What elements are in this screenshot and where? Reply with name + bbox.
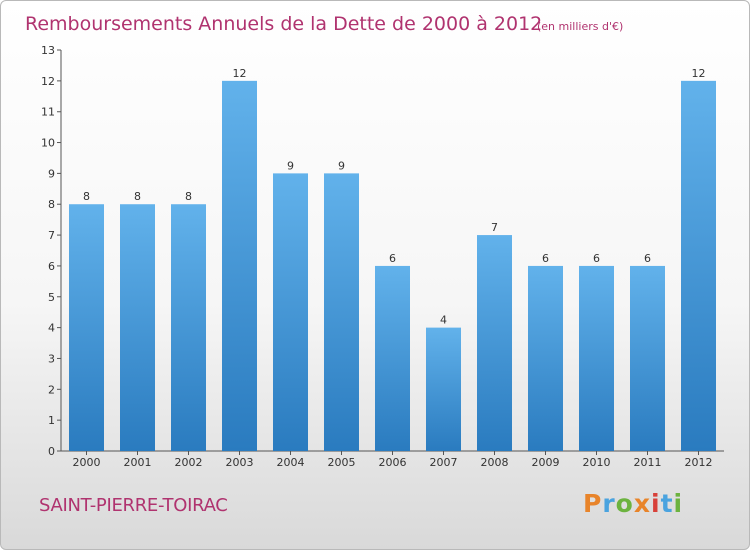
x-tick-label: 2008 bbox=[481, 456, 509, 469]
y-tick-label: 4 bbox=[48, 322, 55, 335]
y-tick-label: 6 bbox=[48, 260, 55, 273]
logo-letter: x bbox=[633, 489, 651, 518]
bars-group: 8 8 8 12 9 9 6 4 7 6 6 6 12 bbox=[69, 67, 716, 451]
bar-value-label: 4 bbox=[440, 314, 447, 327]
bar bbox=[477, 235, 512, 451]
x-tick-label: 2002 bbox=[175, 456, 203, 469]
bar bbox=[273, 173, 308, 451]
x-tick-label: 2000 bbox=[73, 456, 101, 469]
x-tick-label: 2007 bbox=[430, 456, 458, 469]
bar-value-label: 8 bbox=[134, 190, 141, 203]
bar-value-label: 6 bbox=[389, 252, 396, 265]
x-tick-label: 2003 bbox=[226, 456, 254, 469]
bar-value-label: 9 bbox=[338, 159, 345, 172]
bar bbox=[222, 80, 257, 451]
bar bbox=[426, 327, 461, 451]
logo-letter: o bbox=[615, 489, 634, 518]
y-tick-label: 3 bbox=[48, 352, 55, 365]
x-tick-label: 2004 bbox=[277, 456, 305, 469]
y-tick-label: 5 bbox=[48, 291, 55, 304]
bar-value-label: 7 bbox=[491, 221, 498, 234]
logo-letter: i bbox=[651, 489, 661, 518]
y-tick-label: 10 bbox=[41, 137, 55, 150]
x-tick-label: 2010 bbox=[583, 456, 611, 469]
bar bbox=[630, 265, 665, 451]
y-tick-label: 1 bbox=[48, 414, 55, 427]
y-tick-label: 2 bbox=[48, 383, 55, 396]
logo-letter: r bbox=[602, 489, 616, 518]
y-tick-label: 13 bbox=[41, 44, 55, 57]
x-tick-label: 2001 bbox=[124, 456, 152, 469]
bar bbox=[69, 204, 104, 451]
y-tick-label: 0 bbox=[48, 445, 55, 458]
y-tick-label: 9 bbox=[48, 167, 55, 180]
x-tick-label: 2005 bbox=[328, 456, 356, 469]
x-tick-label: 2011 bbox=[634, 456, 662, 469]
bar bbox=[324, 173, 359, 451]
bar-value-label: 12 bbox=[233, 67, 247, 80]
logo-letter: i bbox=[673, 489, 684, 518]
bar-value-label: 9 bbox=[287, 159, 294, 172]
proxiti-logo: Proxiti bbox=[583, 489, 683, 518]
bar bbox=[681, 80, 716, 451]
bar bbox=[375, 265, 410, 451]
x-tick-label: 2009 bbox=[532, 456, 560, 469]
y-tick-label: 12 bbox=[41, 75, 55, 88]
logo-letter: P bbox=[583, 489, 603, 518]
chart-unit: (en milliers d'€) bbox=[537, 20, 623, 33]
bar bbox=[171, 204, 206, 451]
y-tick-label: 7 bbox=[48, 229, 55, 242]
bar bbox=[528, 265, 563, 451]
y-tick-label: 11 bbox=[41, 106, 55, 119]
chart-title: Remboursements Annuels de la Dette de 20… bbox=[25, 13, 542, 35]
x-tick-label: 2012 bbox=[685, 456, 713, 469]
bar bbox=[120, 204, 155, 451]
bar-value-label: 6 bbox=[593, 252, 600, 265]
bar-value-label: 12 bbox=[692, 67, 706, 80]
bar-value-label: 6 bbox=[644, 252, 651, 265]
bar-value-label: 8 bbox=[185, 190, 192, 203]
y-tick-label: 8 bbox=[48, 198, 55, 211]
bar-value-label: 6 bbox=[542, 252, 549, 265]
logo-letter: t bbox=[660, 489, 674, 518]
commune-name: SAINT-PIERRE-TOIRAC bbox=[39, 495, 228, 516]
bar bbox=[579, 265, 614, 451]
x-tick-label: 2006 bbox=[379, 456, 407, 469]
bar-value-label: 8 bbox=[83, 190, 90, 203]
